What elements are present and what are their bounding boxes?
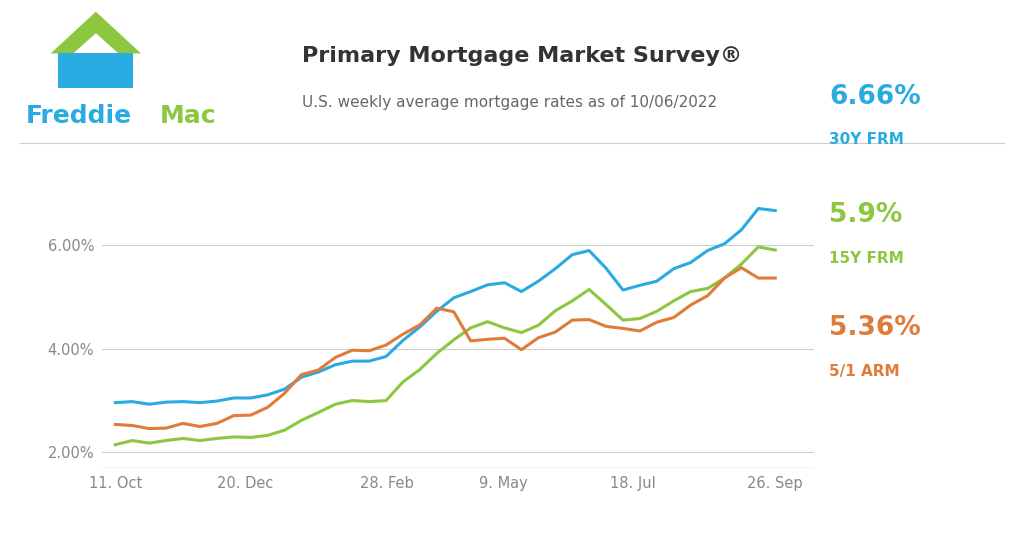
Polygon shape bbox=[74, 33, 119, 53]
Text: 5.36%: 5.36% bbox=[829, 315, 922, 341]
Text: 5/1 ARM: 5/1 ARM bbox=[829, 364, 900, 379]
Text: Mac: Mac bbox=[160, 104, 216, 128]
Polygon shape bbox=[58, 53, 133, 88]
Text: Primary Mortgage Market Survey®: Primary Mortgage Market Survey® bbox=[302, 46, 742, 67]
Polygon shape bbox=[51, 12, 141, 53]
Text: U.S. weekly average mortgage rates as of 10/06/2022: U.S. weekly average mortgage rates as of… bbox=[302, 95, 717, 110]
Text: 15Y FRM: 15Y FRM bbox=[829, 251, 904, 266]
Text: 6.66%: 6.66% bbox=[829, 84, 922, 110]
Text: 5.9%: 5.9% bbox=[829, 202, 903, 228]
Text: 30Y FRM: 30Y FRM bbox=[829, 132, 904, 147]
Text: Freddie: Freddie bbox=[26, 104, 132, 128]
